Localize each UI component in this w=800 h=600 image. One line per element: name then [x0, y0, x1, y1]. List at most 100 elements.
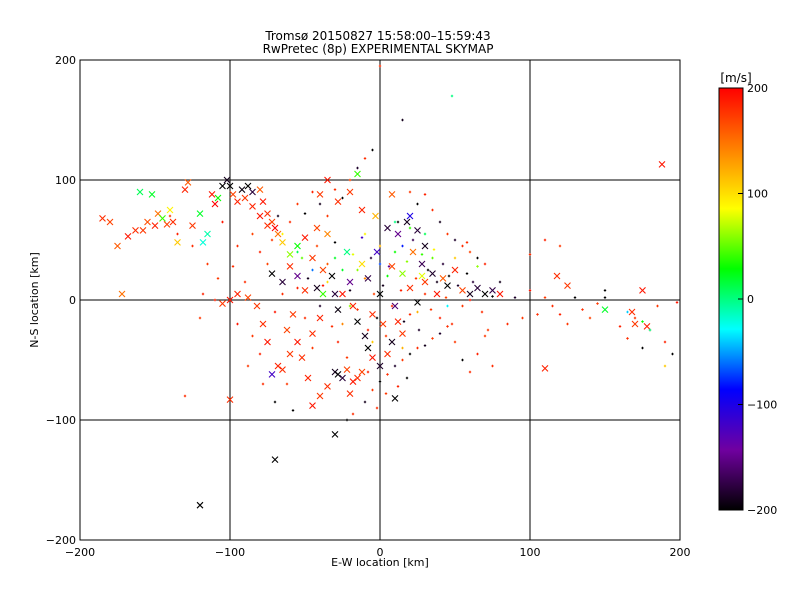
colorbar-label: [m/s] — [720, 71, 751, 85]
data-point-plus — [326, 280, 329, 284]
data-point-plus — [447, 274, 451, 278]
data-point-x — [234, 198, 241, 205]
data-point-plus — [393, 364, 397, 368]
data-point-x — [309, 402, 316, 409]
data-point-plus — [423, 193, 427, 196]
data-point-x — [148, 191, 156, 198]
data-point-plus — [432, 248, 436, 251]
data-point-x — [409, 248, 417, 256]
data-point-plus — [393, 250, 397, 254]
data-point-x — [361, 332, 369, 340]
data-point-x — [418, 272, 426, 280]
data-point-plus — [429, 308, 433, 311]
data-point-x — [106, 218, 114, 226]
data-point-plus — [465, 241, 469, 244]
data-point-x — [226, 182, 234, 190]
data-point-plus — [366, 370, 370, 374]
data-point-x — [414, 227, 421, 234]
data-point-plus — [633, 316, 637, 320]
data-point-plus — [596, 302, 599, 305]
data-point-x — [264, 222, 271, 229]
data-point-x — [238, 186, 246, 193]
data-point-x — [421, 278, 429, 286]
data-point-plus — [296, 202, 299, 206]
data-point-x — [151, 222, 159, 229]
data-point-x — [331, 290, 339, 298]
data-point-plus — [191, 244, 194, 248]
data-point-x — [114, 242, 121, 250]
data-point-plus — [626, 337, 629, 340]
data-point-x — [136, 188, 144, 196]
data-point-plus — [345, 418, 349, 422]
data-point-plus — [273, 400, 277, 404]
data-point-x — [379, 320, 387, 328]
colorbar: [m/s] 200 100 0 −100 −200 — [718, 71, 777, 517]
data-point-x — [289, 311, 297, 318]
data-point-x — [373, 248, 381, 256]
data-point-plus — [363, 157, 367, 160]
data-point-x — [294, 272, 301, 280]
data-point-plus — [356, 268, 359, 272]
data-point-plus — [371, 340, 374, 344]
data-point-plus — [543, 296, 547, 299]
data-point-x — [298, 354, 306, 361]
data-point-x — [343, 366, 351, 373]
data-point-plus — [438, 332, 442, 335]
data-point-x — [316, 314, 324, 322]
data-point-plus — [414, 277, 418, 280]
data-point-x — [631, 320, 639, 328]
data-points — [99, 64, 679, 509]
data-point-plus — [341, 196, 344, 200]
data-point-x — [304, 374, 312, 382]
data-point-plus — [573, 296, 577, 299]
data-point-x — [394, 318, 402, 325]
chart-subtitle: RwPretec (8p) EXPERIMENTAL SKYMAP — [263, 42, 494, 56]
data-point-x — [268, 218, 276, 226]
data-point-plus — [506, 322, 509, 326]
data-point-x — [643, 323, 651, 330]
data-point-x — [324, 230, 331, 238]
data-point-plus — [270, 238, 274, 242]
data-point-plus — [390, 304, 394, 308]
data-point-x — [309, 330, 316, 337]
y-axis: −200 −100 0 100 200 — [46, 54, 86, 547]
data-point-plus — [486, 328, 490, 332]
data-point-plus — [423, 344, 427, 347]
data-point-plus — [446, 304, 449, 308]
data-point-plus — [236, 322, 239, 326]
data-point-plus — [333, 241, 337, 244]
data-point-plus — [341, 268, 344, 272]
data-point-plus — [330, 325, 334, 328]
data-point-x — [301, 234, 309, 241]
data-point-plus — [168, 214, 172, 218]
data-point-plus — [408, 226, 412, 230]
data-point-plus — [375, 406, 379, 410]
data-point-x — [244, 294, 252, 301]
data-point-x — [331, 431, 339, 438]
y-axis-label: N-S location [km] — [28, 252, 41, 348]
data-point-x — [294, 242, 301, 250]
data-point-x — [496, 290, 504, 298]
data-point-x — [466, 290, 474, 298]
data-point-plus — [491, 295, 494, 298]
data-point-x — [319, 266, 327, 274]
data-point-plus — [345, 356, 349, 359]
data-point-x — [364, 344, 372, 352]
data-point-plus — [416, 310, 419, 314]
data-point-plus — [420, 253, 424, 256]
data-point-x — [132, 227, 139, 234]
y-tick-label: 200 — [55, 54, 76, 67]
data-point-plus — [446, 325, 449, 328]
x-axis-label: E-W location [km] — [331, 556, 429, 569]
data-point-plus — [551, 304, 554, 308]
data-point-x — [163, 221, 171, 228]
y-tick-label: −200 — [46, 534, 76, 547]
data-point-x — [271, 456, 279, 463]
data-point-x — [271, 224, 279, 232]
data-point-plus — [438, 316, 442, 320]
data-point-x — [268, 371, 276, 378]
data-point-plus — [461, 304, 464, 308]
data-point-x — [309, 254, 316, 262]
data-point-x — [264, 338, 271, 346]
data-point-x — [384, 224, 391, 232]
